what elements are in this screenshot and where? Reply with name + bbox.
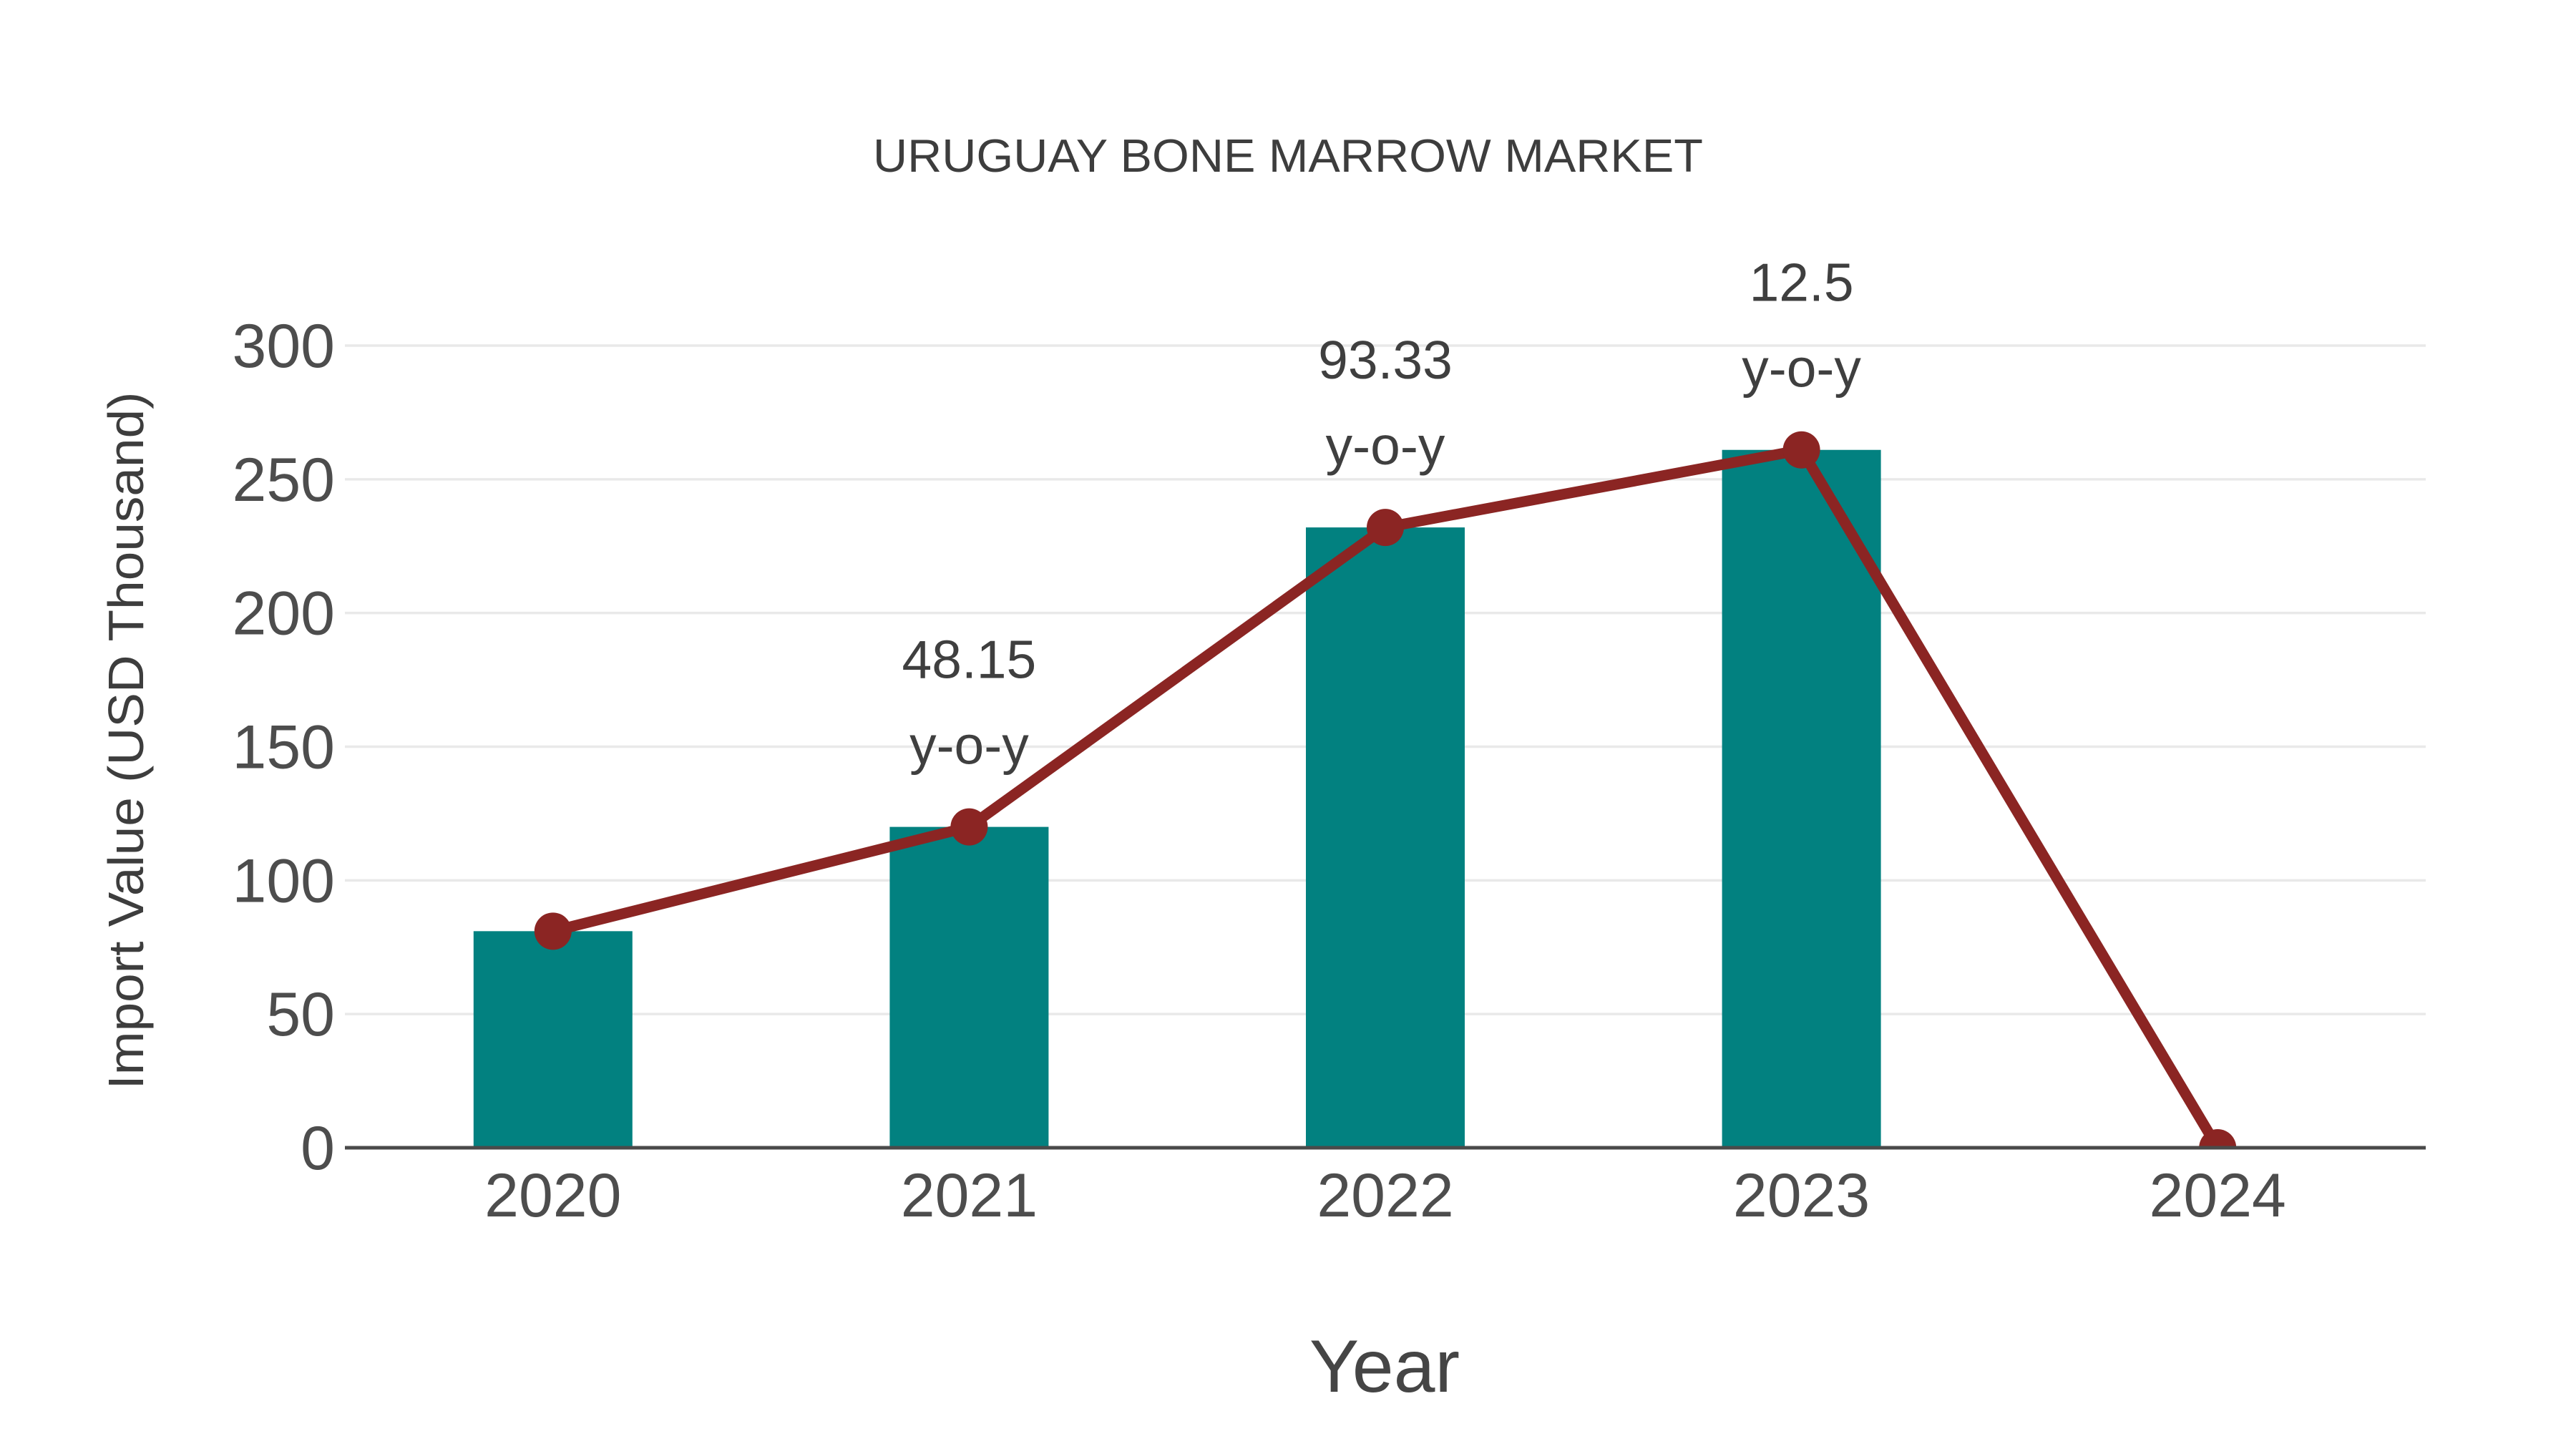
x-axis-title: Year [1309,1325,1460,1408]
annotation-2022-value: 93.33 [1318,330,1453,390]
y-tick-50: 50 [266,980,335,1049]
x-tick-2022: 2022 [1317,1161,1453,1230]
line-marker-2024 [2199,1129,2237,1148]
line-marker-2021 [950,808,988,846]
bar-2023 [1722,449,1881,1148]
line-marker-2020 [534,912,572,950]
x-tick-2024: 2024 [2150,1161,2286,1230]
annotation-2021-label: y-o-y [909,716,1029,776]
annotation-2023-value: 12.5 [1750,253,1854,313]
line-marker-2022 [1367,509,1404,547]
annotation-2021-value: 48.15 [902,630,1037,690]
y-axis-title: Import Value (USD Thousand) [98,392,154,1090]
y-tick-300: 300 [233,312,336,381]
line-marker-2023 [1782,431,1820,469]
y-tick-100: 100 [233,847,336,915]
bar-2020 [473,931,633,1148]
bar-series-group [473,449,1881,1148]
y-tick-200: 200 [233,580,336,648]
y-tick-0: 0 [301,1114,335,1183]
x-tick-2021: 2021 [901,1161,1038,1230]
y-tick-150: 150 [233,713,336,782]
annotations-group: 48.15 y-o-y 93.33 y-o-y 12.5 y-o-y [902,253,1862,776]
line-series-group [534,431,2237,1148]
tick-labels-group: 0 50 100 150 200 250 300 2020 2021 2022 2023 2024 [233,312,2286,1230]
y-tick-250: 250 [233,446,336,514]
x-tick-2023: 2023 [1733,1161,1870,1230]
bar-2021 [889,826,1049,1148]
annotation-2023-label: y-o-y [1742,338,1861,399]
chart-title: URUGUAY BONE MARROW MARKET [873,130,1703,182]
annotation-2022-label: y-o-y [1326,416,1445,476]
bar-2022 [1306,527,1465,1148]
x-tick-2020: 2020 [484,1161,621,1230]
